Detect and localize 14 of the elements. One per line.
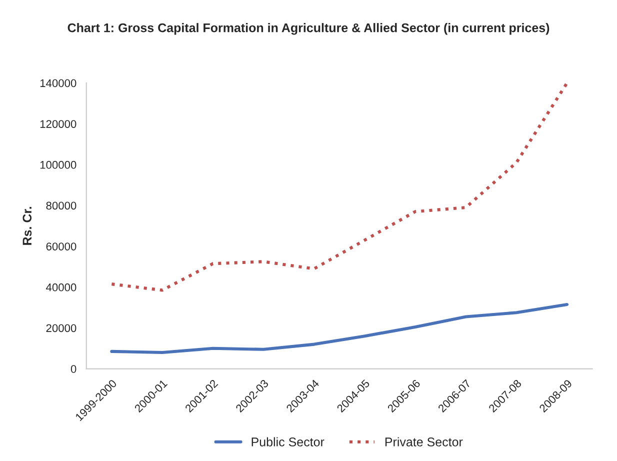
y-tick-label: 20000: [46, 324, 76, 332]
y-tick-label: 100000: [40, 160, 76, 169]
y-tick-label: 80000: [46, 202, 76, 210]
y-tick-label: 60000: [46, 242, 76, 250]
y-axis-title: Rs. Cr.: [22, 206, 32, 245]
chart-title: Chart 1: Gross Capital Formation in Agriculture & Allied Sector (in current prices): [68, 23, 550, 35]
y-tick-label: 120000: [40, 120, 76, 128]
y-tick-label: 0: [70, 365, 76, 373]
legend-label: Public Sector: [252, 437, 324, 446]
y-tick-label: 140000: [40, 79, 76, 88]
line-series: [110, 82, 569, 292]
line-series: [110, 302, 569, 354]
y-tick-label: 40000: [46, 283, 76, 292]
legend-label: Private Sector: [385, 437, 463, 446]
